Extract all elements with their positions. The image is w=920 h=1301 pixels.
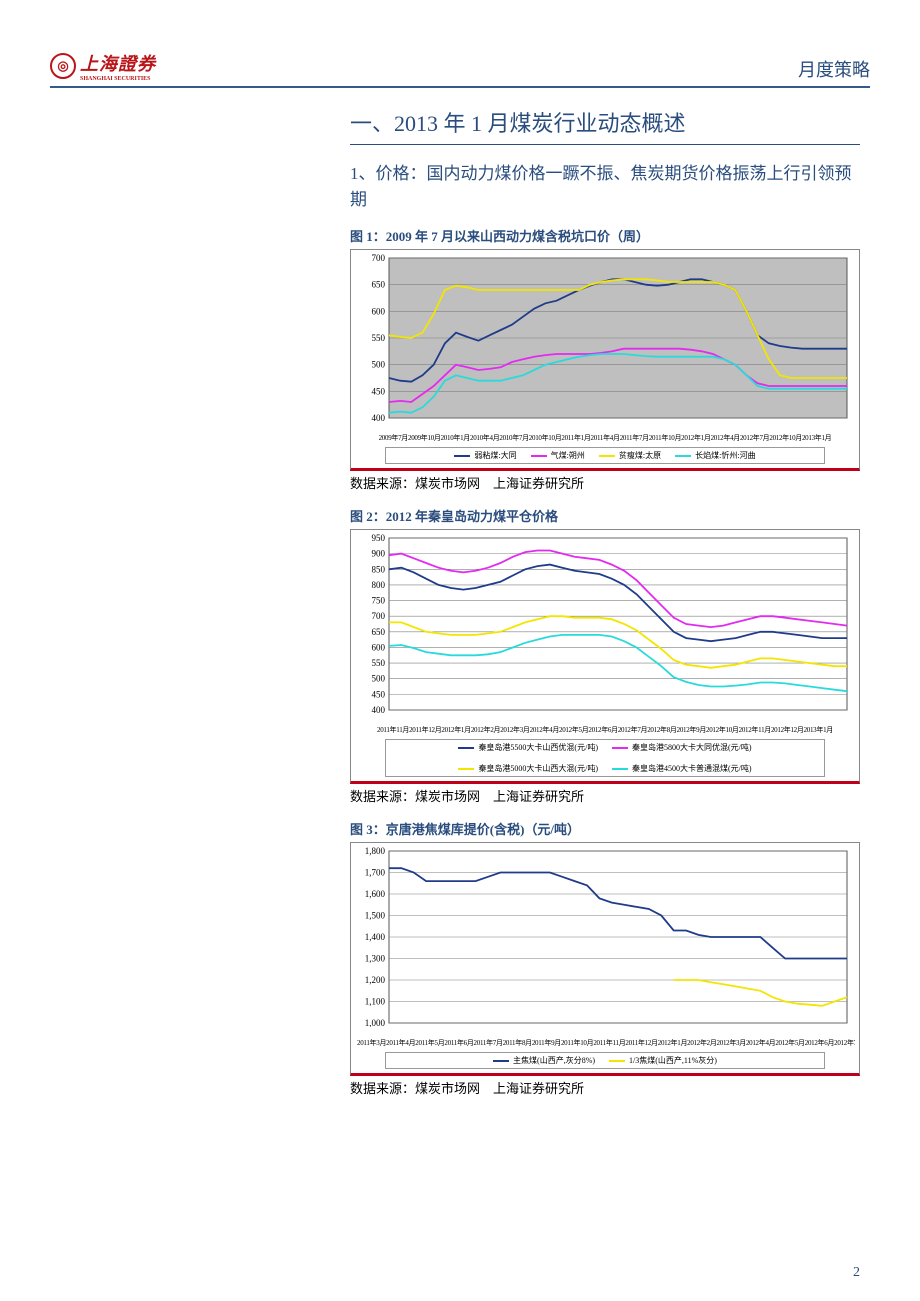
svg-text:600: 600 xyxy=(372,642,386,652)
chart2-frame: 400 450 500 550 600 650 700 750 800 850 900 950 201… xyxy=(350,529,860,784)
logo: ◎ 上海證券 SHANGHAI SECURITIES xyxy=(50,50,156,82)
svg-text:1,700: 1,700 xyxy=(365,868,386,878)
chart2-title: 图 2：2012 年秦皇岛动力煤平仓价格 xyxy=(350,506,860,525)
svg-text:700: 700 xyxy=(372,611,386,621)
svg-text:850: 850 xyxy=(372,564,386,574)
svg-text:700: 700 xyxy=(372,254,386,263)
chart2-svg: 400 450 500 550 600 650 700 750 800 850 900 950 xyxy=(355,534,853,714)
svg-text:450: 450 xyxy=(372,689,386,699)
svg-text:800: 800 xyxy=(372,580,386,590)
sub-title: 1、价格：国内动力煤价格一蹶不振、焦炭期货价格振荡上行引领预期 xyxy=(350,161,860,212)
svg-text:900: 900 xyxy=(372,549,386,559)
legend-item: 贫瘦煤:太原 xyxy=(599,450,661,461)
chart3-xaxis: 2011年3月2011年4月2011年5月2011年6月2011年7月2011年… xyxy=(355,1032,855,1050)
svg-text:650: 650 xyxy=(372,280,386,290)
page-number: 2 xyxy=(853,1265,860,1281)
header: ◎ 上海證券 SHANGHAI SECURITIES 月度策略 xyxy=(50,50,870,88)
svg-text:400: 400 xyxy=(372,413,386,422)
chart1-frame: 400 450 500 550 600 650 700 2009年7月2009年10月201… xyxy=(350,249,860,471)
svg-text:600: 600 xyxy=(372,306,386,316)
legend-item: 主焦煤(山西产,灰分8%) xyxy=(493,1055,595,1066)
chart3-title: 图 3：京唐港焦煤库提价(含税)（元/吨） xyxy=(350,819,860,838)
svg-text:1,400: 1,400 xyxy=(365,932,386,942)
chart1-title: 图 1：2009 年 7 月以来山西动力煤含税坑口价（周） xyxy=(350,226,860,245)
chart2-legend: 秦皇岛港5500大卡山西优混(元/吨) 秦皇岛港5800大卡大同优混(元/吨) 秦皇… xyxy=(385,739,825,777)
chart3-legend: 主焦煤(山西产,灰分8%) 1/3焦煤(山西产,11%灰分) xyxy=(385,1052,825,1069)
svg-text:750: 750 xyxy=(372,596,386,606)
chart2-xaxis: 2011年11月2011年12月2012年1月2012年2月2012年3月201… xyxy=(355,719,855,737)
legend-item: 气煤:朔州 xyxy=(531,450,585,461)
chart1-source: 数据来源：煤炭市场网 上海证券研究所 xyxy=(350,473,860,492)
chart3-frame: 1,000 1,100 1,200 1,300 1,400 1,500 1,600 1,700… xyxy=(350,842,860,1076)
chart3-source: 数据来源：煤炭市场网 上海证券研究所 xyxy=(350,1078,860,1097)
legend-item: 秦皇岛港5800大卡大同优混(元/吨) xyxy=(612,742,752,753)
chart3-svg: 1,000 1,100 1,200 1,300 1,400 1,500 1,600 1,700… xyxy=(355,847,853,1027)
chart1-legend: 弱粘煤:大同 气煤:朔州 贫瘦煤:太原 长焰煤:忻州:河曲 xyxy=(385,447,825,464)
chart2-source: 数据来源：煤炭市场网 上海证券研究所 xyxy=(350,786,860,805)
legend-item: 1/3焦煤(山西产,11%灰分) xyxy=(609,1055,717,1066)
svg-text:1,100: 1,100 xyxy=(365,997,386,1007)
svg-text:400: 400 xyxy=(372,705,386,714)
legend-item: 秦皇岛港4500大卡普通混煤(元/吨) xyxy=(612,763,752,774)
logo-icon: ◎ xyxy=(50,53,76,79)
legend-item: 秦皇岛港5500大卡山西优混(元/吨) xyxy=(458,742,598,753)
doc-type: 月度策略 xyxy=(798,56,870,82)
section-title: 一、2013 年 1 月煤炭行业动态概述 xyxy=(350,106,860,145)
chart1-xaxis: 2009年7月2009年10月2010年1月2010年4月2010年7月2010… xyxy=(355,427,855,445)
svg-text:1,300: 1,300 xyxy=(365,954,386,964)
legend-item: 秦皇岛港5000大卡山西大混(元/吨) xyxy=(458,763,598,774)
logo-text: 上海證券 xyxy=(80,54,156,74)
svg-text:550: 550 xyxy=(372,333,386,343)
legend-item: 长焰煤:忻州:河曲 xyxy=(675,450,755,461)
svg-text:1,800: 1,800 xyxy=(365,847,386,856)
svg-text:1,200: 1,200 xyxy=(365,975,386,985)
logo-subtext: SHANGHAI SECURITIES xyxy=(80,76,156,82)
svg-text:950: 950 xyxy=(372,534,386,543)
legend-item: 弱粘煤:大同 xyxy=(454,450,516,461)
svg-text:650: 650 xyxy=(372,627,386,637)
svg-text:500: 500 xyxy=(372,674,386,684)
svg-text:1,500: 1,500 xyxy=(365,911,386,921)
content: 一、2013 年 1 月煤炭行业动态概述 1、价格：国内动力煤价格一蹶不振、焦炭… xyxy=(350,106,860,1097)
svg-text:500: 500 xyxy=(372,360,386,370)
svg-text:1,000: 1,000 xyxy=(365,1018,386,1027)
svg-text:1,600: 1,600 xyxy=(365,889,386,899)
chart1-svg: 400 450 500 550 600 650 700 xyxy=(355,254,853,422)
svg-text:450: 450 xyxy=(372,386,386,396)
svg-text:550: 550 xyxy=(372,658,386,668)
